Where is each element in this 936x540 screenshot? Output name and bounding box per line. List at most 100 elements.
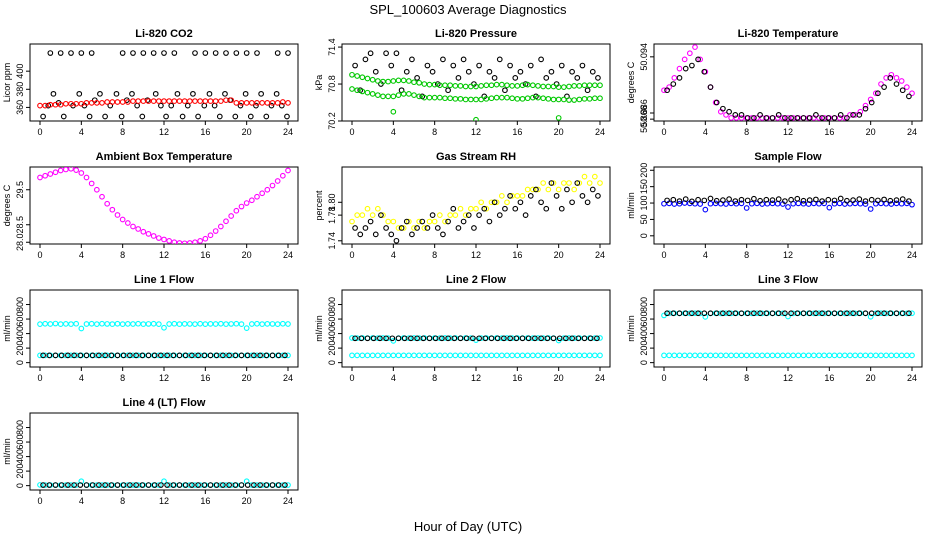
data-point <box>775 111 782 118</box>
data-point <box>788 310 794 317</box>
data-point <box>424 62 431 69</box>
data-point <box>819 198 825 204</box>
data-point <box>483 95 490 102</box>
x-tick-label: 20 <box>242 250 252 260</box>
data-point <box>251 352 257 359</box>
data-point <box>78 50 85 56</box>
data-point <box>37 352 43 359</box>
data-point <box>197 238 204 244</box>
x-tick-label: 0 <box>349 250 354 260</box>
data-point <box>844 310 850 317</box>
data-point <box>400 352 407 359</box>
data-point <box>826 204 833 211</box>
data-point <box>96 482 102 488</box>
data-point <box>847 310 853 317</box>
data-point <box>732 310 739 317</box>
data-point <box>514 352 521 359</box>
data-point <box>139 113 146 120</box>
data-point <box>707 195 714 202</box>
data-point <box>720 310 726 317</box>
data-point <box>395 225 402 231</box>
data-point <box>359 212 366 218</box>
data-point <box>862 310 869 317</box>
data-point <box>751 310 757 317</box>
series-ambient-box-temperature <box>37 167 291 244</box>
data-point <box>263 352 270 359</box>
x-tick-label: 4 <box>391 127 396 137</box>
data-point <box>488 335 495 342</box>
data-point <box>192 98 198 104</box>
data-point <box>560 352 567 359</box>
data-point <box>571 352 578 359</box>
data-point <box>248 321 255 327</box>
x-tick-label: 4 <box>79 250 84 260</box>
data-point <box>127 352 133 359</box>
x-tick-label: 16 <box>824 127 834 137</box>
data-point <box>507 335 513 342</box>
data-point <box>171 320 178 327</box>
data-point <box>744 115 751 121</box>
data-point <box>550 83 557 90</box>
data-point <box>97 90 103 97</box>
data-point <box>581 335 588 342</box>
panel-title: Line 4 (LT) Flow <box>123 397 206 409</box>
series-line-3-flow-lower <box>661 352 915 359</box>
data-point <box>519 352 526 359</box>
data-point <box>228 213 235 219</box>
x-tick-label: 24 <box>595 127 605 137</box>
data-point <box>380 212 386 218</box>
data-point <box>113 90 120 97</box>
data-point <box>697 352 704 359</box>
data-point <box>127 482 133 488</box>
y-axis-label: ml/min <box>2 315 12 342</box>
data-point <box>898 352 905 359</box>
data-point <box>155 235 162 241</box>
data-point <box>88 320 95 327</box>
data-point <box>57 167 64 174</box>
data-point <box>482 335 489 342</box>
panel-title: Line 1 Flow <box>134 274 194 286</box>
data-point <box>130 98 136 104</box>
data-point <box>519 95 526 102</box>
data-point <box>238 100 245 106</box>
panel-title: Line 3 Flow <box>758 274 818 286</box>
x-tick-label: 8 <box>120 250 125 260</box>
data-point <box>816 115 822 121</box>
data-point <box>569 335 575 342</box>
data-point <box>868 99 875 106</box>
data-point <box>794 310 801 317</box>
data-point <box>395 92 402 98</box>
data-point <box>192 50 198 56</box>
panel-gas-stream-rh: Gas Stream RH percent 0 4 8 12 16 20 24 1.74 1.781… <box>314 151 611 260</box>
x-tick-label: 16 <box>824 373 834 383</box>
data-point <box>467 83 474 90</box>
data-point <box>893 310 900 317</box>
panel-title: Li-820 Pressure <box>435 28 517 40</box>
y-tick-label: 50 <box>639 214 649 224</box>
data-point <box>93 321 100 327</box>
y-tick-label: 400 <box>15 326 25 341</box>
data-point <box>217 320 224 327</box>
data-point <box>140 321 147 327</box>
x-tick-label: 16 <box>200 127 210 137</box>
y-axis-label: ml/min <box>2 438 12 465</box>
data-point <box>878 352 884 359</box>
y-tick-label: 50.866 <box>639 105 649 133</box>
data-point <box>887 75 894 81</box>
data-point <box>400 91 407 97</box>
data-point <box>868 196 875 203</box>
data-point <box>594 335 600 342</box>
data-point <box>702 206 709 213</box>
data-point <box>571 83 578 89</box>
series-group <box>661 195 915 213</box>
data-point <box>166 98 173 104</box>
data-point <box>232 352 239 359</box>
data-point <box>88 180 95 187</box>
data-point <box>253 102 259 109</box>
y-tick-label: 70.8 <box>327 75 337 93</box>
data-point <box>494 335 501 342</box>
data-point <box>207 232 214 239</box>
data-point <box>713 197 720 204</box>
data-point <box>524 81 531 88</box>
data-point <box>744 197 751 204</box>
